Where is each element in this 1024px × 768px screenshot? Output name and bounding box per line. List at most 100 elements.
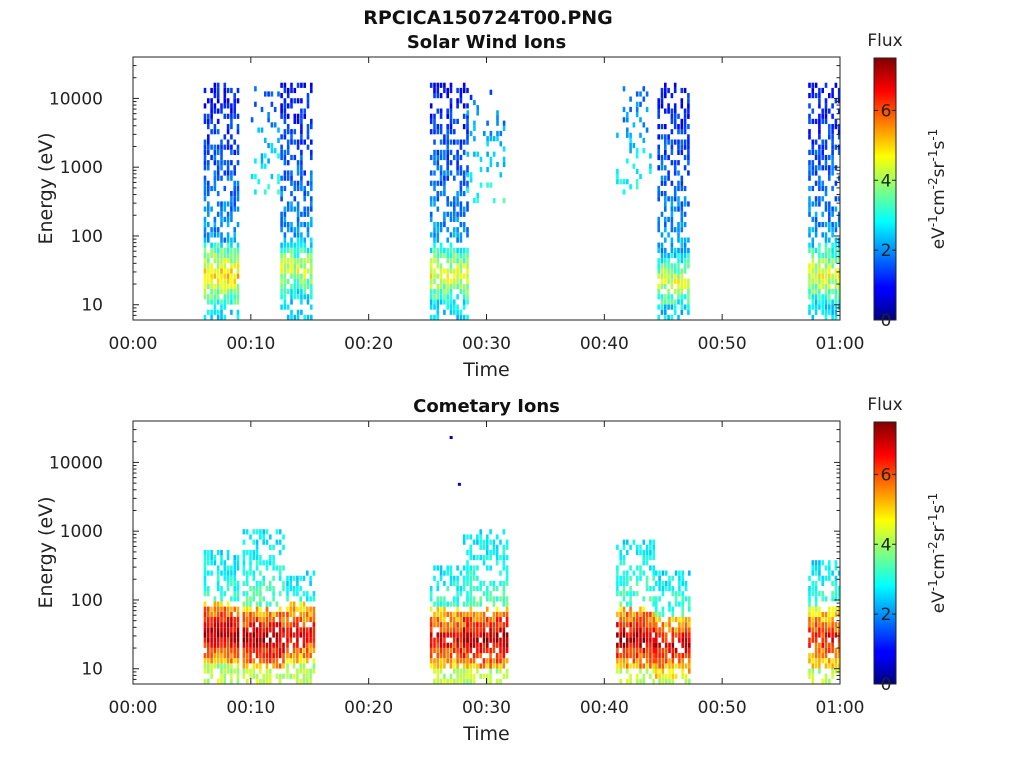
heatmap-cell <box>502 161 506 168</box>
heatmap-cell <box>642 622 646 628</box>
heatmap-cell <box>296 118 300 124</box>
heatmap-cell <box>283 87 287 94</box>
heatmap-cell <box>680 211 684 217</box>
heatmap-cell <box>296 678 299 684</box>
heatmap-cell <box>808 134 811 140</box>
heatmap-cell <box>306 570 309 576</box>
heatmap-cell <box>818 252 821 259</box>
heatmap-cell <box>436 601 440 607</box>
heatmap-cell <box>210 129 213 135</box>
heatmap-cell <box>678 658 681 664</box>
heatmap-cell <box>616 575 619 581</box>
heatmap-cell <box>433 160 436 166</box>
heatmap-cell <box>821 580 824 586</box>
heatmap-cell <box>245 580 249 586</box>
heatmap-cell <box>808 242 811 248</box>
heatmap-cell <box>828 575 831 581</box>
heatmap-cell <box>302 642 306 648</box>
heatmap-cell <box>489 658 492 664</box>
heatmap-cell <box>687 149 690 155</box>
heatmap-cell <box>649 544 652 550</box>
heatmap-cell <box>216 149 220 155</box>
heatmap-cell <box>230 283 233 290</box>
heatmap-cell <box>680 175 684 181</box>
heatmap-cell <box>220 314 223 320</box>
heatmap-cell <box>655 606 658 612</box>
heatmap-cell <box>632 143 636 149</box>
heatmap-cell <box>446 273 449 279</box>
heatmap-cell <box>469 591 473 597</box>
heatmap-cell <box>249 555 252 561</box>
heatmap-cell <box>837 124 841 130</box>
heatmap-cell <box>469 658 473 664</box>
heatmap-cell <box>303 185 306 192</box>
heatmap-cell <box>312 658 316 664</box>
heatmap-cell <box>673 227 677 233</box>
heatmap-cell <box>831 222 834 228</box>
heatmap-cell <box>811 118 815 124</box>
heatmap-cell <box>210 154 213 161</box>
heatmap-cell <box>280 154 283 161</box>
heatmap-cell <box>482 539 486 545</box>
heatmap-cell <box>466 534 469 540</box>
heatmap-cell <box>259 555 262 561</box>
heatmap-cell <box>811 170 815 176</box>
heatmap-cell <box>210 98 213 104</box>
heatmap-cell <box>275 632 279 638</box>
heatmap-cell <box>306 647 309 654</box>
heatmap-cell <box>220 175 223 181</box>
heatmap-cell <box>275 642 279 648</box>
heatmap-cell <box>255 611 259 617</box>
heatmap-cell <box>635 565 639 571</box>
heatmap-cell <box>811 252 815 259</box>
heatmap-cell <box>213 653 217 659</box>
heatmap-cell <box>837 586 841 592</box>
y-tick-label: 10000 <box>49 453 103 473</box>
heatmap-cell <box>505 544 509 550</box>
heatmap-cell <box>466 596 469 602</box>
heatmap-cell <box>436 263 440 269</box>
heatmap-cell <box>673 118 677 124</box>
heatmap-cell <box>462 180 466 186</box>
heatmap-cell <box>831 247 834 253</box>
heatmap-cell <box>667 108 670 114</box>
heatmap-cell <box>207 160 210 166</box>
heatmap-cell <box>292 647 296 654</box>
heatmap-cell <box>283 268 287 274</box>
x-tick-label: 00:50 <box>698 698 747 718</box>
heatmap-cell <box>683 252 687 259</box>
heatmap-cell <box>249 601 252 607</box>
heatmap-cell <box>469 616 473 623</box>
heatmap-cell <box>303 196 306 202</box>
heatmap-cell <box>837 134 841 140</box>
heatmap-cell <box>259 622 262 628</box>
heatmap-cell <box>282 663 285 669</box>
heatmap-cell <box>828 93 831 99</box>
heatmap-cell <box>632 663 636 669</box>
heatmap-cell <box>216 601 220 607</box>
heatmap-cell <box>443 601 446 607</box>
y-tick-label: 10 <box>81 296 103 316</box>
heatmap-cell <box>236 144 240 150</box>
heatmap-cell <box>622 647 626 654</box>
heatmap-cell <box>814 622 818 628</box>
heatmap-cell <box>446 87 449 94</box>
heatmap-cell <box>223 632 227 638</box>
heatmap-cell <box>233 149 236 155</box>
heatmap-cell <box>818 196 821 202</box>
heatmap-cell <box>309 627 312 633</box>
heatmap-cell <box>639 637 642 643</box>
heatmap-cell <box>230 632 233 638</box>
heatmap-cell <box>681 637 684 643</box>
heatmap-cell <box>282 534 285 540</box>
heatmap-cell <box>635 637 639 643</box>
heatmap-cell <box>824 314 828 320</box>
heatmap-cell <box>296 201 300 207</box>
heatmap-cell <box>429 663 433 669</box>
heatmap-cell <box>296 575 299 581</box>
heatmap-cell <box>837 196 841 202</box>
heatmap-cell <box>312 616 316 623</box>
heatmap-cell <box>677 124 680 130</box>
heatmap-cell <box>808 283 811 290</box>
